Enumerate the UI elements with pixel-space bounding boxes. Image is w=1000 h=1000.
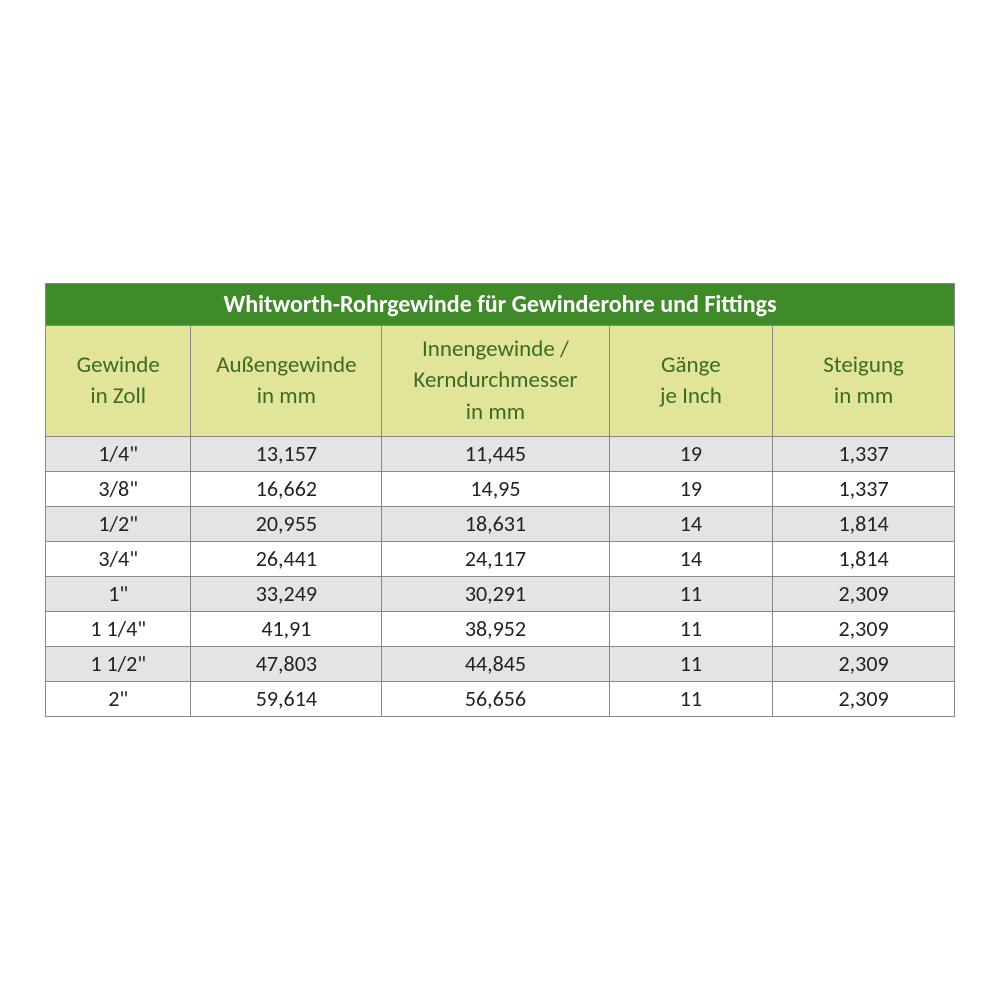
table-title: Whitworth-Rohrgewinde für Gewinderohre u… (46, 284, 955, 326)
cell: 1,814 (773, 541, 955, 576)
cell: 2,309 (773, 611, 955, 646)
cell: 2,309 (773, 681, 955, 716)
cell: 16,662 (191, 471, 382, 506)
cell: 26,441 (191, 541, 382, 576)
table-head: Whitworth-Rohrgewinde für Gewinderohre u… (46, 284, 955, 436)
cell: 38,952 (382, 611, 609, 646)
cell: 14 (609, 506, 773, 541)
cell: 18,631 (382, 506, 609, 541)
cell: 1" (46, 576, 191, 611)
table-row: 1" 33,249 30,291 11 2,309 (46, 576, 955, 611)
header-row: Gewindein Zoll Außengewindein mm Innenge… (46, 326, 955, 436)
cell: 14 (609, 541, 773, 576)
cell: 41,91 (191, 611, 382, 646)
cell: 59,614 (191, 681, 382, 716)
table-row: 1 1/4" 41,91 38,952 11 2,309 (46, 611, 955, 646)
cell: 11,445 (382, 436, 609, 471)
cell: 19 (609, 471, 773, 506)
cell: 33,249 (191, 576, 382, 611)
cell: 14,95 (382, 471, 609, 506)
cell: 11 (609, 611, 773, 646)
cell: 56,656 (382, 681, 609, 716)
col-header-innengewinde: Innengewinde /Kerndurchmesserin mm (382, 326, 609, 436)
thread-spec-table: Whitworth-Rohrgewinde für Gewinderohre u… (45, 283, 955, 716)
cell: 24,117 (382, 541, 609, 576)
cell: 1/4" (46, 436, 191, 471)
cell: 44,845 (382, 646, 609, 681)
cell: 1/2" (46, 506, 191, 541)
thread-spec-table-container: Whitworth-Rohrgewinde für Gewinderohre u… (45, 283, 955, 716)
cell: 20,955 (191, 506, 382, 541)
table-body: 1/4" 13,157 11,445 19 1,337 3/8" 16,662 … (46, 436, 955, 716)
table-row: 3/4" 26,441 24,117 14 1,814 (46, 541, 955, 576)
cell: 1,814 (773, 506, 955, 541)
cell: 1,337 (773, 471, 955, 506)
cell: 2,309 (773, 646, 955, 681)
title-row: Whitworth-Rohrgewinde für Gewinderohre u… (46, 284, 955, 326)
cell: 11 (609, 681, 773, 716)
cell: 3/4" (46, 541, 191, 576)
col-header-gaenge: Gängeje Inch (609, 326, 773, 436)
cell: 30,291 (382, 576, 609, 611)
cell: 11 (609, 646, 773, 681)
cell: 2,309 (773, 576, 955, 611)
cell: 1,337 (773, 436, 955, 471)
col-header-aussengewinde: Außengewindein mm (191, 326, 382, 436)
cell: 13,157 (191, 436, 382, 471)
table-row: 1/4" 13,157 11,445 19 1,337 (46, 436, 955, 471)
table-row: 2" 59,614 56,656 11 2,309 (46, 681, 955, 716)
table-row: 1 1/2" 47,803 44,845 11 2,309 (46, 646, 955, 681)
col-header-gewinde: Gewindein Zoll (46, 326, 191, 436)
table-row: 3/8" 16,662 14,95 19 1,337 (46, 471, 955, 506)
cell: 19 (609, 436, 773, 471)
cell: 47,803 (191, 646, 382, 681)
col-header-steigung: Steigungin mm (773, 326, 955, 436)
cell: 2" (46, 681, 191, 716)
cell: 1 1/2" (46, 646, 191, 681)
table-row: 1/2" 20,955 18,631 14 1,814 (46, 506, 955, 541)
cell: 1 1/4" (46, 611, 191, 646)
cell: 3/8" (46, 471, 191, 506)
cell: 11 (609, 576, 773, 611)
